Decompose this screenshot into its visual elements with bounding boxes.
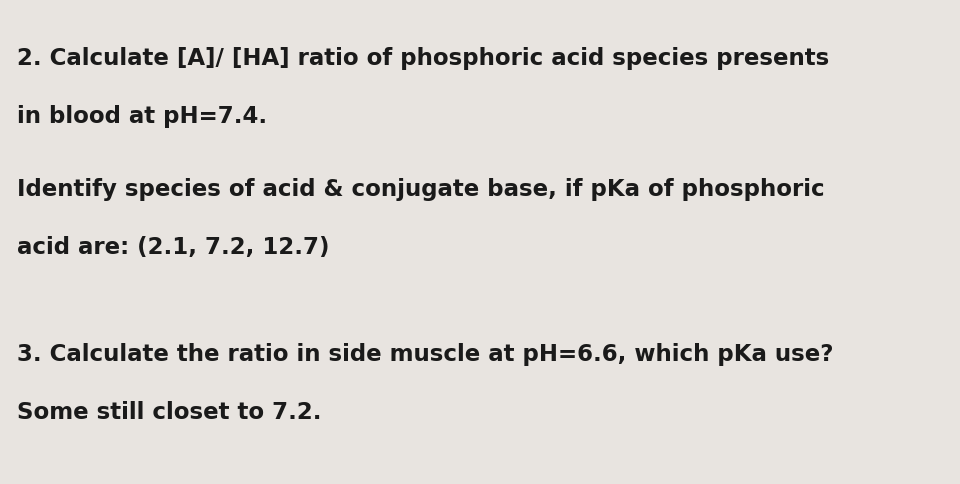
Text: Some still closet to 7.2.: Some still closet to 7.2.	[17, 400, 322, 423]
Text: acid are: (2.1, 7.2, 12.7): acid are: (2.1, 7.2, 12.7)	[17, 235, 330, 258]
Text: Identify species of acid & conjugate base, if pKa of phosphoric: Identify species of acid & conjugate bas…	[17, 177, 825, 200]
Text: 2. Calculate [A]/ [HA] ratio of phosphoric acid species presents: 2. Calculate [A]/ [HA] ratio of phosphor…	[17, 46, 829, 70]
Text: in blood at pH=7.4.: in blood at pH=7.4.	[17, 105, 268, 128]
Text: 3. Calculate the ratio in side muscle at pH=6.6, which pKa use?: 3. Calculate the ratio in side muscle at…	[17, 342, 834, 365]
